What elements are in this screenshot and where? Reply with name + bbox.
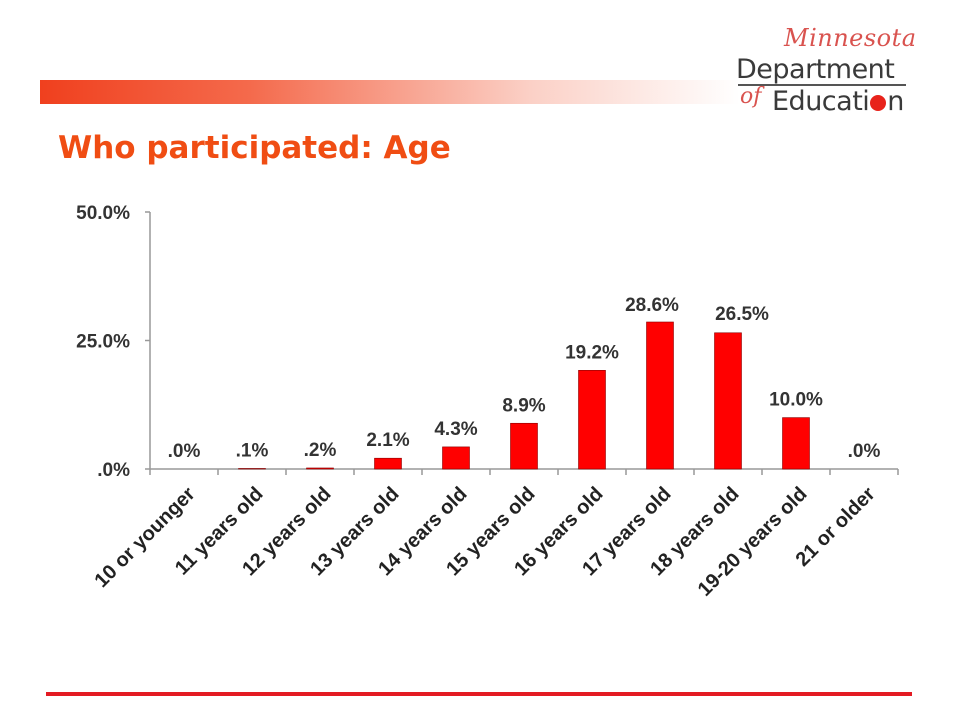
logo-education-main: Educati [772,86,870,117]
y-tick-label: 50.0% [76,203,130,224]
logo-education-text: Educati n [772,86,904,117]
y-tick-label: .0% [97,460,130,481]
data-label: 4.3% [434,419,477,440]
header-gradient-bar [40,80,740,104]
bar [510,422,538,470]
bar [782,417,810,470]
logo-script-text: Minnesota [784,24,917,52]
page-title: Who participated: Age [58,130,451,166]
data-label: 19.2% [565,342,619,363]
data-label: 10.0% [769,390,823,411]
bar [374,457,402,470]
bar [646,321,674,470]
footer-rule [46,692,912,696]
bar [238,468,266,470]
logo-department-text: Department [736,54,895,85]
data-label: 8.9% [502,395,545,416]
data-label: 28.6% [625,295,679,316]
bar [442,446,470,470]
bar [306,467,334,470]
logo-education-end: n [887,86,904,117]
mde-logo: Minnesota Department of Educati n [732,22,922,122]
data-label: .1% [236,440,269,461]
data-label: .2% [304,440,337,461]
bar [578,370,606,470]
y-tick-label: 25.0% [76,332,130,353]
apple-icon [870,95,887,111]
data-label: .0% [168,441,201,462]
bar [714,332,742,470]
logo-divider [738,84,906,86]
data-label: 26.5% [715,304,769,325]
logo-of-text: of [740,84,762,109]
data-label: 2.1% [366,430,409,451]
data-label: .0% [848,441,881,462]
